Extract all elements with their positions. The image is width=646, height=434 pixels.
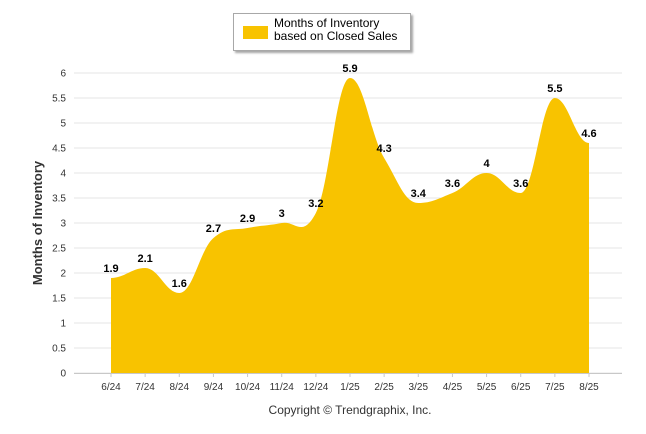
y-tick-label: 4.5 [52,144,66,155]
data-label: 4.3 [376,143,391,155]
x-tick-label: 8/25 [579,382,599,393]
data-label: 1.9 [103,263,118,275]
legend-swatch [243,26,268,39]
legend: Months of Inventory based on Closed Sale… [233,13,411,51]
y-tick-label: 1 [60,319,66,330]
y-tick-label: 4 [60,169,66,180]
y-tick-label: 0 [60,369,66,380]
x-tick-label: 11/24 [270,382,295,393]
y-axis-ticks: 0 0.5 1 1.5 2 2.5 3 3.5 4 4.5 5 5.5 6 [52,69,66,380]
x-tick-label: 3/25 [409,382,429,393]
data-label: 4.6 [581,128,596,140]
y-axis-label: Months of Inventory [30,160,45,285]
x-tick-label: 12/24 [303,382,328,393]
data-label: 3.2 [308,198,323,210]
copyright-text: Copyright © Trendgraphix, Inc. [268,403,432,417]
x-tick-label: 5/25 [477,382,497,393]
data-label: 2.7 [206,223,221,235]
x-tick-label: 7/24 [135,382,155,393]
y-tick-label: 6 [60,69,66,80]
x-tick-label: 8/24 [170,382,190,393]
y-tick-label: 3.5 [52,194,66,205]
data-label: 2.9 [240,213,255,225]
data-label: 3.4 [411,188,427,200]
data-labels: 1.9 2.1 1.6 2.7 2.9 3 3.2 5.9 4.3 3.4 3.6 4 3.6 5.5 4.… [103,63,596,290]
y-tick-label: 0.5 [52,344,66,355]
y-tick-label: 2 [60,269,66,280]
area-series [111,78,589,373]
data-label: 5.5 [547,83,562,95]
y-tick-label: 3 [60,219,66,230]
y-tick-label: 5 [60,119,66,130]
x-tick-label: 4/25 [443,382,463,393]
y-tick-label: 2.5 [52,244,66,255]
data-label: 3.6 [513,178,528,190]
x-tick-label: 9/24 [204,382,224,393]
legend-label: Months of Inventory based on Closed Sale… [274,16,398,43]
data-label: 2.1 [137,253,152,265]
data-label: 3.6 [445,178,460,190]
y-tick-label: 1.5 [52,294,66,305]
x-tick-label: 2/25 [374,382,394,393]
data-label: 5.9 [342,63,357,75]
x-axis-ticks: 6/24 7/24 8/24 9/24 10/24 11/24 12/24 1/25 2/25 3… [101,373,599,393]
data-label: 1.6 [172,278,187,290]
x-tick-label: 10/24 [235,382,260,393]
y-tick-label: 5.5 [52,94,66,105]
data-label: 4 [484,158,491,170]
x-tick-label: 7/25 [545,382,565,393]
x-tick-label: 1/25 [340,382,360,393]
x-tick-label: 6/25 [511,382,531,393]
data-label: 3 [279,208,285,220]
x-tick-label: 6/24 [101,382,121,393]
